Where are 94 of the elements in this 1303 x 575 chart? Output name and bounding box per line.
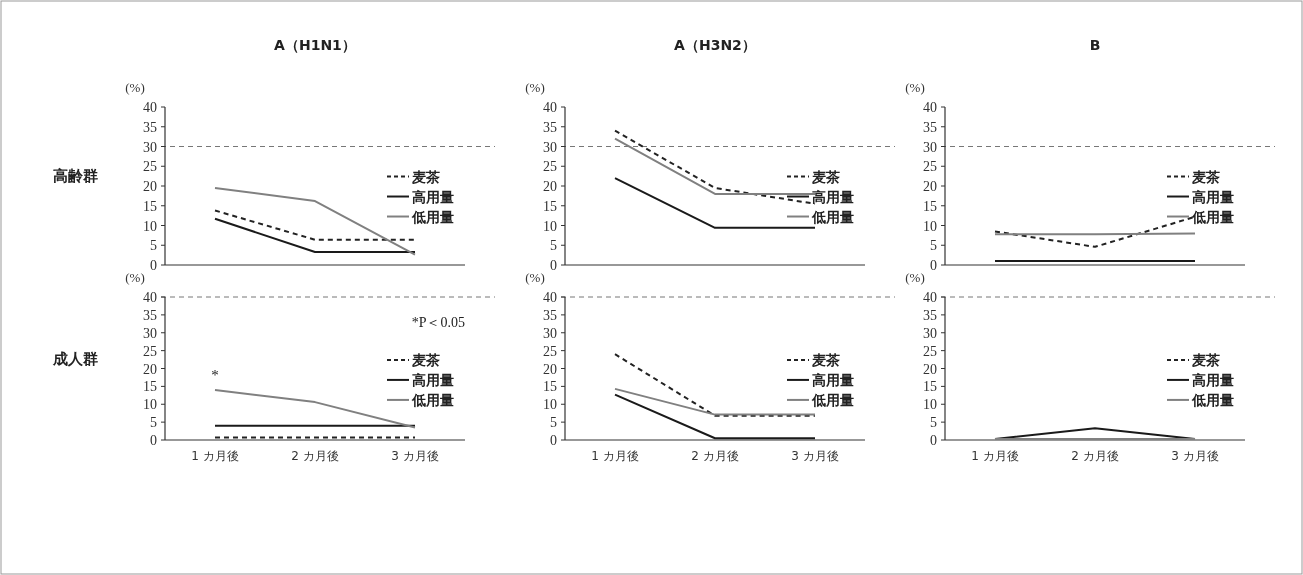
y-tick-label: 25 bbox=[143, 159, 157, 175]
y-axis-title: (%) bbox=[525, 270, 545, 285]
x-tick-label: 2 カ月後 bbox=[691, 449, 739, 463]
legend-label: 高用量 bbox=[412, 188, 454, 205]
legend-label: 低用量 bbox=[811, 208, 854, 225]
y-tick-label: 20 bbox=[543, 179, 557, 194]
y-tick-label: 10 bbox=[543, 218, 557, 234]
legend-label: 高用量 bbox=[812, 188, 854, 205]
x-tick-label: 1 カ月後 bbox=[591, 449, 639, 463]
y-tick-label: 15 bbox=[143, 379, 157, 395]
legend-label: 低用量 bbox=[411, 208, 454, 225]
y-tick-label: 40 bbox=[923, 100, 937, 115]
y-tick-label: 35 bbox=[143, 119, 157, 135]
y-tick-label: 30 bbox=[143, 139, 157, 155]
y-tick-label: 35 bbox=[923, 119, 937, 135]
x-tick-label: 3 カ月後 bbox=[1171, 449, 1219, 463]
y-tick-label: 5 bbox=[930, 415, 937, 431]
y-tick-label: 15 bbox=[543, 379, 557, 395]
y-tick-label: 0 bbox=[930, 433, 937, 448]
y-tick-label: 10 bbox=[923, 218, 937, 234]
x-tick-label: 3 カ月後 bbox=[391, 449, 439, 463]
y-tick-label: 0 bbox=[150, 258, 157, 273]
y-axis-title: (%) bbox=[905, 270, 925, 285]
y-tick-label: 25 bbox=[923, 159, 937, 175]
legend-label: 麦茶 bbox=[411, 168, 440, 185]
y-tick-label: 20 bbox=[143, 179, 157, 194]
y-tick-label: 30 bbox=[143, 325, 157, 341]
y-tick-label: 20 bbox=[923, 179, 937, 194]
y-tick-label: 40 bbox=[543, 100, 557, 115]
y-tick-label: 0 bbox=[150, 433, 157, 448]
y-axis-title: (%) bbox=[905, 80, 925, 95]
y-tick-label: 20 bbox=[543, 361, 557, 377]
chart-title: A（H1N1） bbox=[274, 37, 356, 53]
legend-label: 麦茶 bbox=[811, 168, 840, 185]
y-axis-title: (%) bbox=[525, 80, 545, 95]
y-tick-label: 15 bbox=[923, 198, 937, 214]
y-tick-label: 10 bbox=[543, 397, 557, 413]
x-tick-label: 2 カ月後 bbox=[291, 449, 339, 463]
y-tick-label: 25 bbox=[543, 159, 557, 175]
y-tick-label: 30 bbox=[543, 139, 557, 155]
y-tick-label: 0 bbox=[550, 433, 557, 448]
legend-label: 麦茶 bbox=[411, 351, 440, 368]
y-tick-label: 0 bbox=[930, 258, 937, 273]
y-tick-label: 15 bbox=[143, 198, 157, 214]
y-tick-label: 40 bbox=[543, 290, 557, 305]
legend-label: 低用量 bbox=[411, 391, 454, 408]
y-tick-label: 25 bbox=[923, 343, 937, 359]
y-tick-label: 35 bbox=[923, 307, 937, 323]
annotation: * bbox=[211, 366, 219, 383]
y-tick-label: 20 bbox=[923, 361, 937, 377]
y-tick-label: 30 bbox=[543, 325, 557, 341]
y-tick-label: 25 bbox=[143, 343, 157, 359]
y-tick-label: 5 bbox=[930, 238, 937, 254]
x-tick-label: 1 カ月後 bbox=[971, 449, 1019, 463]
y-tick-label: 35 bbox=[543, 307, 557, 323]
y-tick-label: 40 bbox=[143, 100, 157, 115]
legend-label: 高用量 bbox=[1192, 371, 1234, 388]
y-tick-label: 10 bbox=[143, 218, 157, 234]
y-tick-label: 30 bbox=[923, 139, 937, 155]
y-tick-label: 25 bbox=[543, 343, 557, 359]
legend-label: 高用量 bbox=[812, 371, 854, 388]
y-tick-label: 10 bbox=[143, 397, 157, 413]
x-tick-label: 3 カ月後 bbox=[791, 449, 839, 463]
y-tick-label: 35 bbox=[543, 119, 557, 135]
legend-label: 高用量 bbox=[1192, 188, 1234, 205]
x-tick-label: 2 カ月後 bbox=[1071, 449, 1119, 463]
y-tick-label: 30 bbox=[923, 325, 937, 341]
y-tick-label: 5 bbox=[550, 415, 557, 431]
y-tick-label: 0 bbox=[550, 258, 557, 273]
legend-label: 麦茶 bbox=[1191, 168, 1220, 185]
y-axis-title: (%) bbox=[125, 270, 145, 285]
y-tick-label: 40 bbox=[923, 290, 937, 305]
legend-label: 高用量 bbox=[412, 371, 454, 388]
text: 成人群 bbox=[51, 349, 98, 368]
text: 高齢群 bbox=[52, 167, 98, 185]
y-tick-label: 5 bbox=[150, 238, 157, 254]
y-tick-label: 10 bbox=[923, 397, 937, 413]
y-axis-title: (%) bbox=[125, 80, 145, 95]
y-tick-label: 15 bbox=[543, 198, 557, 214]
annotation: *P＜0.05 bbox=[411, 315, 465, 330]
y-tick-label: 5 bbox=[550, 238, 557, 254]
legend-label: 低用量 bbox=[1191, 208, 1234, 225]
legend-label: 低用量 bbox=[1191, 391, 1234, 408]
y-tick-label: 40 bbox=[143, 290, 157, 305]
legend-label: 低用量 bbox=[811, 391, 854, 408]
y-tick-label: 15 bbox=[923, 379, 937, 395]
x-tick-label: 1 カ月後 bbox=[191, 449, 239, 463]
legend-label: 麦茶 bbox=[811, 351, 840, 368]
y-tick-label: 35 bbox=[143, 307, 157, 323]
chart-title: B bbox=[1089, 37, 1101, 53]
y-tick-label: 20 bbox=[143, 361, 157, 377]
chart-title: A（H3N2） bbox=[674, 37, 756, 53]
y-tick-label: 5 bbox=[150, 415, 157, 431]
legend-label: 麦茶 bbox=[1191, 351, 1220, 368]
